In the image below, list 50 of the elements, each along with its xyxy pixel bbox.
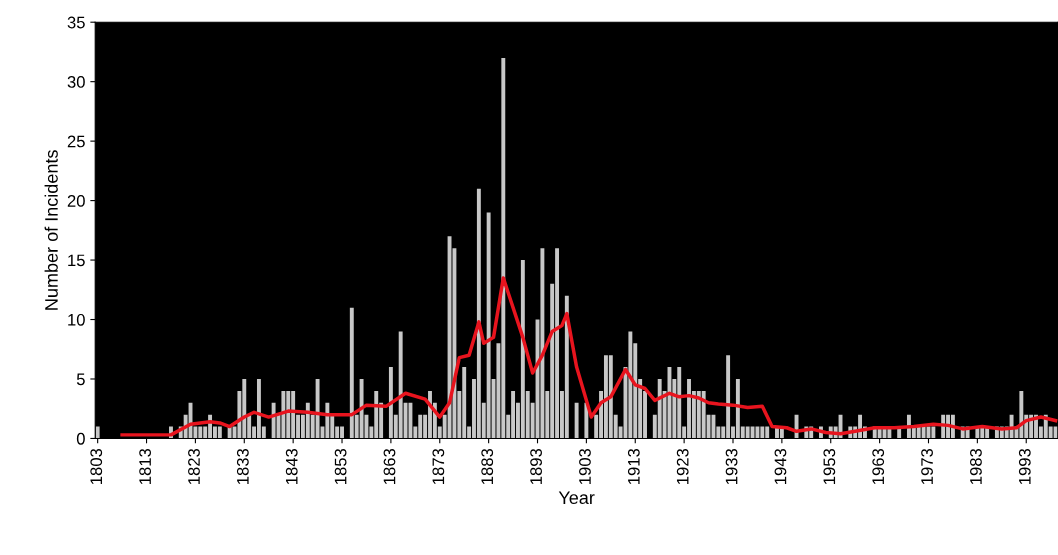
y-tick-label: 10 [68, 313, 85, 326]
bar [281, 390, 286, 439]
x-tick-label: 1953 [823, 448, 836, 484]
x-tick-label: 1813 [139, 448, 152, 484]
x-tick-label: 1883 [481, 448, 494, 484]
bar [755, 426, 760, 439]
x-tick-label: 1923 [676, 448, 689, 484]
bar [540, 248, 545, 439]
bar [486, 212, 491, 439]
y-tick-label: 25 [67, 135, 85, 148]
x-tick-label: 1803 [90, 448, 103, 484]
line-series [120, 276, 1058, 437]
bar [315, 378, 320, 439]
y-tick-label: 5 [76, 373, 85, 386]
x-tick-label: 1933 [725, 448, 738, 484]
y-tick-label: 0 [76, 432, 85, 445]
bar [217, 426, 222, 439]
x-tick-label: 1843 [285, 448, 298, 484]
bar [584, 402, 589, 439]
x-tick-label: 1963 [872, 448, 885, 484]
y-tick-label: 20 [67, 194, 85, 207]
bar [408, 402, 413, 439]
x-tick-label: 1893 [530, 448, 542, 484]
x-tick-label: 1873 [432, 448, 445, 484]
bar [574, 402, 579, 439]
y-tick-label: 15 [68, 254, 85, 267]
x-tick-label: 1903 [579, 448, 591, 484]
x-tick-label: 1973 [921, 448, 933, 484]
x-tick-label: 1913 [627, 448, 640, 484]
x-tick-label: 1993 [1018, 448, 1031, 484]
x-tick-label: 1833 [236, 448, 249, 484]
x-tick-label: 1823 [188, 448, 200, 484]
x-tick-label: 1983 [970, 448, 982, 484]
bar [921, 426, 926, 439]
x-axis-title: Year [558, 491, 595, 505]
bar [628, 331, 633, 439]
bar [359, 378, 364, 439]
x-tick-label: 1863 [383, 448, 396, 484]
bar [931, 426, 936, 439]
y-tick-label: 35 [67, 16, 85, 29]
bar [1019, 390, 1024, 439]
bar [95, 426, 100, 439]
bar [711, 414, 716, 439]
y-axis-title: Number of Incidents [44, 150, 58, 310]
x-tick-label: 1943 [774, 448, 787, 484]
bar [564, 295, 569, 439]
bar [750, 426, 755, 439]
y-tick-label: 30 [67, 76, 85, 88]
x-tick-label: 1853 [334, 448, 347, 484]
bar [325, 402, 330, 439]
